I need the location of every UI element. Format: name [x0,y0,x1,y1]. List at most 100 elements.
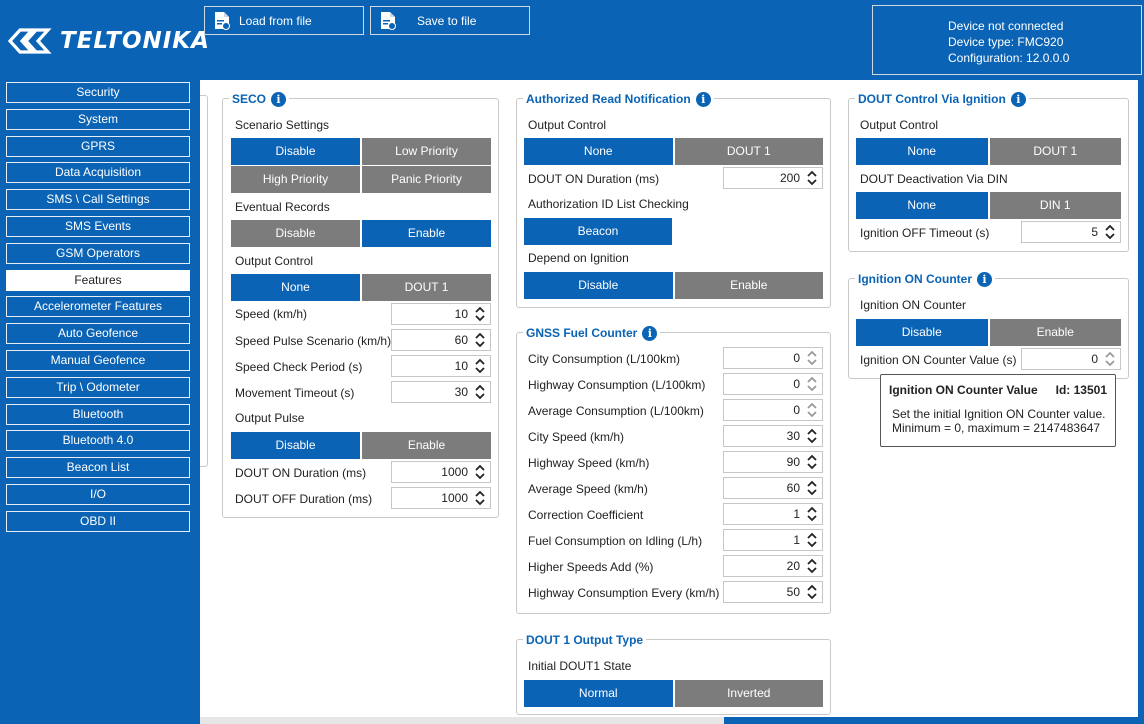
sidebar-item[interactable]: Bluetooth 4.0 [6,430,190,452]
fuel-row-label: Fuel Consumption on Idling (L/h) [528,534,703,548]
sidebar-item[interactable]: GSM Operators [6,242,190,264]
seco-dout-off-input[interactable]: 1000 [391,487,491,509]
output-pulse-disable-button[interactable]: Disable [231,432,360,459]
speed-pulse-input[interactable]: 60 [391,329,491,351]
sidebar-item[interactable]: Features [6,269,190,291]
ignition-counter-value-input[interactable]: 0 [1021,348,1121,370]
ignition-off-timeout-input[interactable]: 5 [1021,221,1121,243]
load-from-file-button[interactable]: Load from file [204,6,364,35]
dout-deactivation-label: DOUT Deactivation Via DIN [860,172,1008,186]
spinner-icon[interactable] [806,506,818,522]
depend-ignition-enable-button[interactable]: Enable [672,272,823,299]
dci-output-dout1-button[interactable]: DOUT 1 [987,138,1121,165]
spinner-icon[interactable] [806,558,818,574]
spinner-icon[interactable] [806,170,818,186]
sidebar-item[interactable]: Data Acquisition [6,162,190,184]
arn-dout-on-input[interactable]: 200 [723,167,823,189]
speed-input[interactable]: 10 [391,303,491,325]
sidebar-item[interactable]: Bluetooth [6,403,190,425]
dout1-normal-button[interactable]: Normal [524,680,673,707]
sidebar-item[interactable]: Manual Geofence [6,350,190,371]
fuel-row-input[interactable]: 1 [723,503,823,525]
fuel-row-input[interactable]: 90 [723,451,823,473]
spinner-icon[interactable] [806,532,818,548]
deactivation-din1-button[interactable]: DIN 1 [987,192,1121,219]
info-icon[interactable]: i [271,91,287,107]
dci-group: DOUT Control Via Ignition i [848,90,1129,252]
fuel-row-label: Average Consumption (L/100km) [528,404,704,418]
spinner-icon[interactable] [806,428,818,444]
sidebar-item[interactable]: Security [6,82,190,103]
sidebar-item[interactable]: Beacon List [6,457,190,479]
seco-output-dout1-button[interactable]: DOUT 1 [360,274,491,301]
scenario-disable-button[interactable]: Disable [231,138,360,165]
scenario-low-priority-button[interactable]: Low Priority [360,138,491,165]
output-pulse-enable-button[interactable]: Enable [360,432,491,459]
info-icon[interactable]: i [976,271,992,287]
fuel-row-input[interactable]: 0 [723,399,823,421]
deactivation-none-button[interactable]: None [856,192,988,219]
eventual-enable-button[interactable]: Enable [360,220,491,247]
fuel-row-input[interactable]: 60 [723,477,823,499]
dci-output-none-button[interactable]: None [856,138,988,165]
auth-beacon-button[interactable]: Beacon [524,218,672,245]
arn-output-dout1-button[interactable]: DOUT 1 [672,138,823,165]
sidebar-item[interactable]: SMS \ Call Settings [6,189,190,211]
spinner-icon[interactable] [474,490,486,506]
sidebar-item[interactable]: Trip \ Odometer [6,376,190,398]
scenario-panic-priority-button[interactable]: Panic Priority [360,166,491,193]
eventual-disable-button[interactable]: Disable [231,220,360,247]
sidebar-item[interactable]: System [6,108,190,130]
info-icon[interactable]: i [695,91,711,107]
spinner-icon[interactable] [806,454,818,470]
depend-ignition-disable-button[interactable]: Disable [524,272,673,299]
seco-dout-on-input[interactable]: 1000 [391,461,491,483]
sidebar-item[interactable]: Auto Geofence [6,323,190,345]
info-icon[interactable]: i [1010,91,1026,107]
seco-title: SECO i [229,90,290,108]
fuel-row-label: Higher Speeds Add (%) [528,560,654,574]
spinner-icon[interactable] [474,306,486,322]
fuel-row-input[interactable]: 20 [723,555,823,577]
movement-timeout-input[interactable]: 30 [391,381,491,403]
arn-output-none-button[interactable]: None [524,138,673,165]
ignition-counter-disable-button[interactable]: Disable [856,319,988,346]
spinner-icon[interactable] [474,384,486,400]
spinner-icon[interactable] [806,480,818,496]
fuel-row-input[interactable]: 0 [723,347,823,369]
spinner-icon[interactable] [1104,224,1116,240]
scenario-settings-row1: Disable Low Priority [231,138,491,165]
spinner-icon[interactable] [474,358,486,374]
speed-check-input[interactable]: 10 [391,355,491,377]
status-connection: Device not connected [948,19,1064,33]
spinner-icon[interactable] [806,584,818,600]
horizontal-scroll-thumb[interactable] [724,717,1144,724]
spinner-icon[interactable] [806,402,818,418]
dout1-inverted-button[interactable]: Inverted [672,680,823,707]
save-to-file-button[interactable]: Save to file [370,6,530,35]
spinner-icon[interactable] [806,350,818,366]
info-icon[interactable]: i [642,325,658,341]
vertical-scrollbar[interactable] [1138,80,1144,717]
spinner-icon[interactable] [1104,351,1116,367]
fuel-row-input[interactable]: 30 [723,425,823,447]
spinner-icon[interactable] [806,376,818,392]
sidebar-item[interactable]: Accelerometer Features [6,296,190,318]
fuel-row-label: Highway Consumption (L/100km) [528,378,706,392]
save-label: Save to file [417,13,477,28]
spinner-icon[interactable] [474,464,486,480]
seco-output-none-button[interactable]: None [231,274,360,301]
horizontal-scrollbar[interactable] [200,717,1144,724]
spinner-icon[interactable] [474,332,486,348]
sidebar-item[interactable]: OBD II [6,510,190,532]
fuel-row-input[interactable]: 0 [723,373,823,395]
sidebar-item[interactable]: GPRS [6,135,190,157]
dci-output-control-label: Output Control [860,118,939,132]
fuel-row-input[interactable]: 1 [723,529,823,551]
output-pulse-toggle: Disable Enable [231,432,491,459]
sidebar-item[interactable]: I/O [6,484,190,505]
sidebar-item[interactable]: SMS Events [6,216,190,237]
fuel-row-input[interactable]: 50 [723,581,823,603]
ignition-counter-enable-button[interactable]: Enable [987,319,1121,346]
scenario-high-priority-button[interactable]: High Priority [231,166,360,193]
